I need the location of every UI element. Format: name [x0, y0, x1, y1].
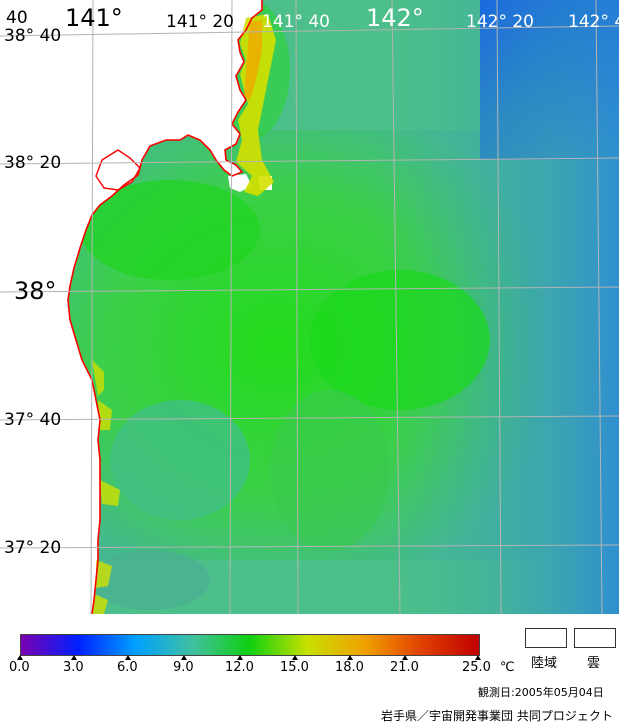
coastal-warm-fringe [244, 20, 262, 100]
coastal-warm-fringe [92, 360, 104, 396]
scale-tick [347, 655, 353, 660]
scale-tick [237, 655, 243, 660]
scale-tick [402, 655, 408, 660]
lon-label: 141° [65, 4, 123, 32]
meridian-line [295, 0, 299, 614]
coastline [67, 0, 263, 614]
lon-label: 141° 20 [166, 12, 234, 32]
cloud-swatch [574, 628, 616, 648]
parallel-line [0, 544, 619, 549]
scale-tick [71, 655, 77, 660]
lon-label: 141° 40 [262, 12, 330, 32]
lat-label: 38° 40 [4, 26, 62, 46]
scale-tick [181, 655, 187, 660]
sea-patch [90, 550, 210, 610]
temperature-color-scale [20, 634, 480, 656]
land-area [96, 150, 140, 190]
credit-text: 岩手県／宇宙開発事業団 共同プロジェクト [381, 709, 613, 723]
scale-tick-label: 18.0 [335, 660, 364, 675]
sea-patch [270, 390, 390, 550]
scale-tick-label: 25.0 [462, 660, 491, 675]
lon-label: 142° 20 [466, 12, 534, 32]
scale-tick-label: 0.0 [9, 660, 30, 675]
scale-tick [125, 655, 131, 660]
observation-date: 観測日:2005年05月04日 [478, 686, 604, 699]
scale-tick-label: 12.0 [225, 660, 254, 675]
sst-map [0, 0, 619, 614]
coastal-warm-fringe [98, 400, 112, 430]
lat-label: 37° 20 [4, 538, 62, 558]
meridian-line [496, 0, 502, 614]
coastal-warm-fringe [92, 594, 108, 614]
scale-tick-label: 9.0 [173, 660, 194, 675]
scale-tick-label: 6.0 [117, 660, 138, 675]
sea-patch [110, 400, 250, 520]
coastal-warm-fringe [236, 14, 276, 196]
parallel-line [0, 25, 619, 37]
coastline [95, 149, 141, 191]
scale-tick-label: 15.0 [280, 660, 309, 675]
lat-label: 37° 40 [4, 410, 62, 430]
coastal-warm-fringe [96, 560, 112, 588]
meridian-line [90, 0, 94, 614]
sea-patch [310, 270, 490, 410]
meridian-line [595, 0, 603, 614]
lon-label: 142° 4 [568, 12, 619, 32]
scale-tick [292, 655, 298, 660]
land-swatch [525, 628, 567, 648]
scale-tick-label: 3.0 [63, 660, 84, 675]
parallel-line [0, 286, 619, 293]
meridian-line [391, 0, 401, 614]
coastal-warm-fringe [100, 480, 120, 506]
land-area [228, 174, 252, 192]
graticule [0, 0, 619, 614]
land-area [0, 0, 262, 614]
parallel-line [0, 157, 619, 165]
scale-tick [17, 655, 23, 660]
lon-label: 40 [6, 8, 28, 28]
lon-label: 142° [366, 4, 424, 32]
meridian-line [229, 0, 233, 614]
scale-tick [475, 655, 481, 660]
lat-label: 38° [14, 277, 57, 305]
scale-tick-label: 21.0 [390, 660, 419, 675]
land-swatch-label: 陸域 [531, 656, 558, 671]
temperature-unit: ℃ [500, 660, 515, 675]
sea-patch [80, 180, 260, 280]
parallel-line [0, 415, 619, 421]
cloud-swatch-label: 雲 [587, 656, 601, 671]
lat-label: 38° 20 [4, 153, 62, 173]
